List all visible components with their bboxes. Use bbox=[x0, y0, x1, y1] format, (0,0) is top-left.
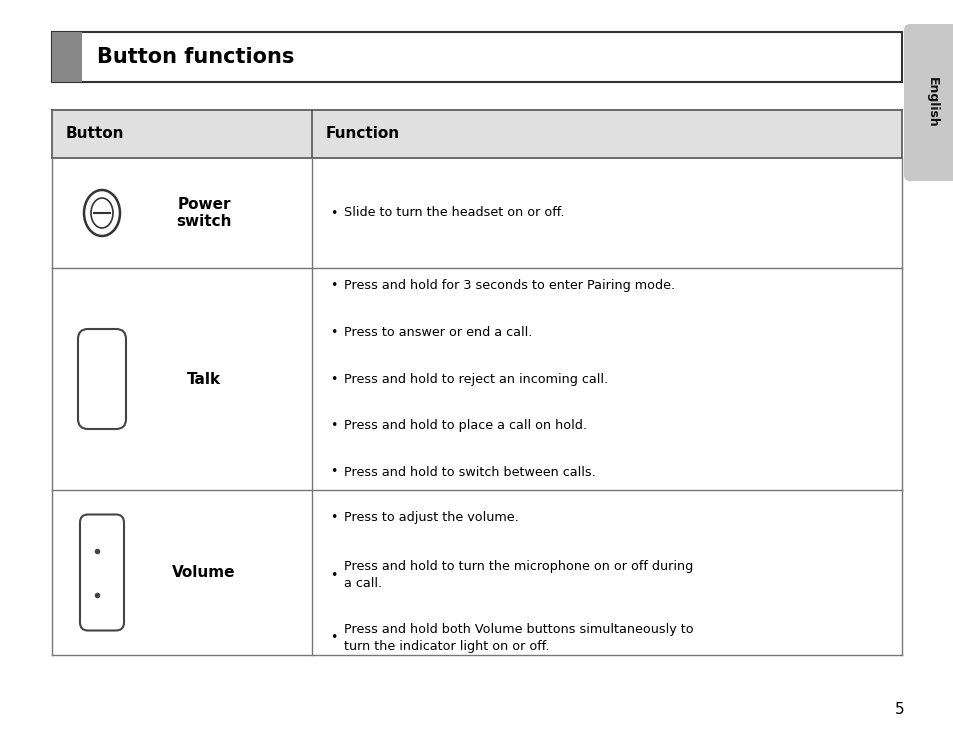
Text: •: • bbox=[330, 280, 337, 292]
Text: •: • bbox=[330, 326, 337, 339]
FancyBboxPatch shape bbox=[80, 514, 124, 631]
Text: •: • bbox=[330, 419, 337, 432]
Text: •: • bbox=[330, 631, 337, 645]
Text: •: • bbox=[330, 465, 337, 479]
Text: •: • bbox=[330, 372, 337, 386]
Bar bbox=[52, 110, 901, 158]
Text: Press to adjust the volume.: Press to adjust the volume. bbox=[344, 511, 518, 525]
Bar bbox=[52, 268, 901, 490]
Ellipse shape bbox=[84, 190, 120, 236]
Text: •: • bbox=[330, 511, 337, 525]
Text: Talk: Talk bbox=[187, 372, 221, 387]
Text: •: • bbox=[330, 568, 337, 582]
Bar bbox=[52, 32, 82, 82]
Bar bbox=[52, 490, 901, 655]
Text: Volume: Volume bbox=[172, 565, 235, 580]
Text: Press and hold for 3 seconds to enter Pairing mode.: Press and hold for 3 seconds to enter Pa… bbox=[344, 280, 675, 292]
Text: Press and hold to place a call on hold.: Press and hold to place a call on hold. bbox=[344, 419, 586, 432]
Text: English: English bbox=[924, 77, 938, 128]
Text: Press and hold to switch between calls.: Press and hold to switch between calls. bbox=[344, 465, 595, 479]
Bar bbox=[52, 158, 901, 268]
Text: Press and hold to turn the microphone on or off during
a call.: Press and hold to turn the microphone on… bbox=[344, 560, 693, 590]
Text: 5: 5 bbox=[894, 703, 903, 718]
Text: •: • bbox=[330, 206, 337, 220]
Ellipse shape bbox=[91, 198, 112, 228]
Text: Button functions: Button functions bbox=[97, 47, 294, 67]
Text: Press and hold to reject an incoming call.: Press and hold to reject an incoming cal… bbox=[344, 372, 607, 386]
Text: Function: Function bbox=[326, 126, 399, 142]
Text: Button: Button bbox=[66, 126, 125, 142]
Text: Power
switch: Power switch bbox=[176, 197, 232, 229]
Bar bbox=[52, 32, 901, 82]
Text: Slide to turn the headset on or off.: Slide to turn the headset on or off. bbox=[344, 206, 564, 220]
FancyBboxPatch shape bbox=[78, 329, 126, 429]
Text: Press to answer or end a call.: Press to answer or end a call. bbox=[344, 326, 532, 339]
Text: Press and hold both Volume buttons simultaneously to
turn the indicator light on: Press and hold both Volume buttons simul… bbox=[344, 623, 693, 653]
FancyBboxPatch shape bbox=[903, 24, 953, 181]
